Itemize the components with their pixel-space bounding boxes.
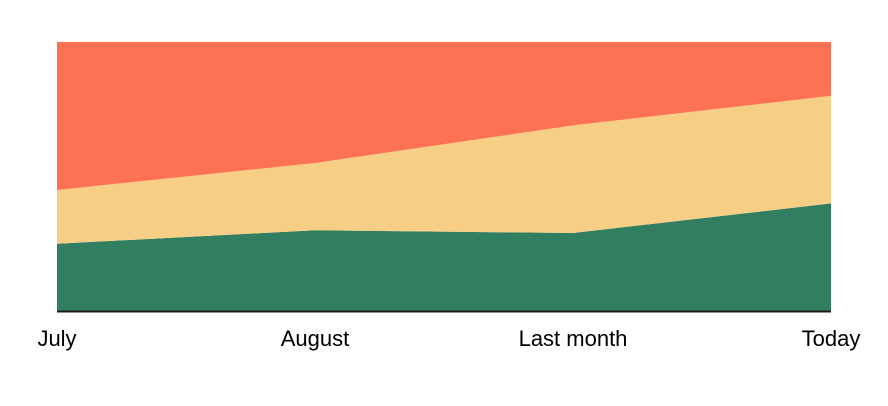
area-series-2 [57,95,831,244]
x-tick-labels: July August Last month Today [37,326,860,351]
area-series-1 [57,203,831,311]
x-tick-label: August [281,326,350,351]
x-tick-label: July [37,326,76,351]
x-tick-label: Last month [519,326,628,351]
x-tick-label: Today [802,326,861,351]
area-layers [57,42,831,311]
area-series-3 [57,42,831,190]
